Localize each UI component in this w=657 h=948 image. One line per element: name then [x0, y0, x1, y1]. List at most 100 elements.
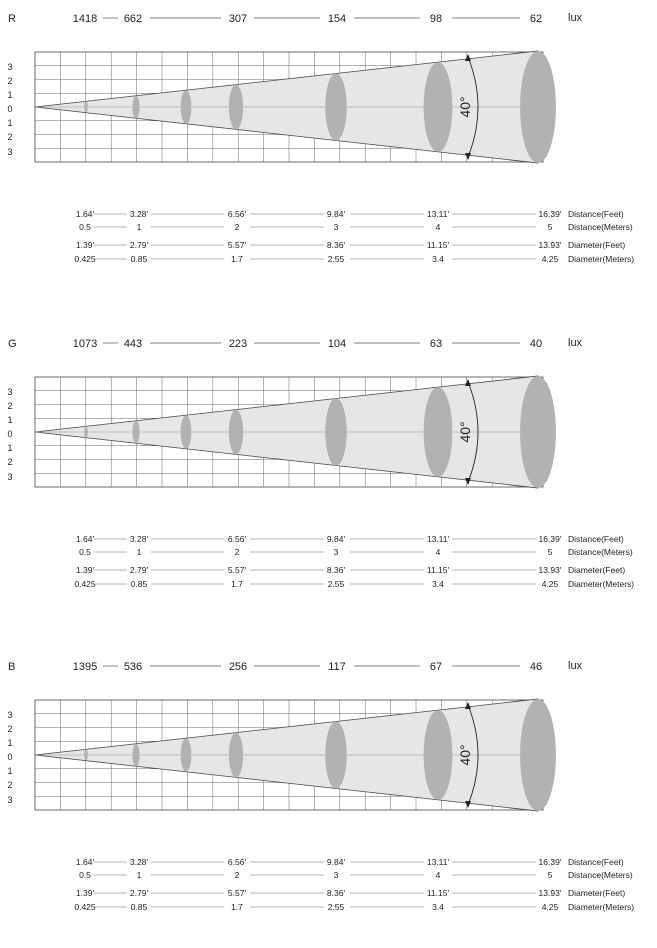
- diameter-feet-value: 13.93': [539, 888, 562, 898]
- y-axis-label: 0: [7, 104, 12, 114]
- distance-meters-value: 0.5: [79, 547, 91, 557]
- diameter-meters-value: 2.55: [328, 254, 345, 264]
- angle-arrow-top: [465, 702, 471, 709]
- color-channel-label: G: [8, 338, 17, 350]
- lux-unit-label: lux: [568, 337, 583, 349]
- beam-diagram-svg: G 1073 443 223 104 63 40 lux 40° 3 2 1 0 1 2 3 1.64' 3.28…: [7, 337, 634, 589]
- diameter-feet-value: 11.15': [427, 240, 450, 250]
- y-axis-label: 3: [7, 710, 12, 720]
- lux-value: 117: [328, 661, 346, 673]
- beam-angle-label: 40°: [457, 421, 473, 442]
- diameter-meters-value: 0.85: [131, 254, 148, 264]
- y-axis-label: 0: [7, 429, 12, 439]
- y-axis-label: 2: [7, 780, 12, 790]
- distance-meters-value: 0.5: [79, 222, 91, 232]
- y-axis-label: 2: [7, 401, 12, 411]
- diameter-meters-value: 1.7: [231, 902, 243, 912]
- diameter-meters-value: 2.55: [328, 902, 345, 912]
- lux-value: 98: [430, 13, 442, 25]
- diameter-feet-value: 1.39': [76, 888, 95, 898]
- lux-value: 63: [430, 338, 442, 350]
- diameter-meters-row-label: Diameter(Meters): [568, 902, 634, 912]
- diameter-meters-value: 0.425: [74, 579, 96, 589]
- diameter-feet-value: 13.93': [539, 565, 562, 575]
- lux-value: 662: [124, 13, 142, 25]
- distance-meters-value: 5: [548, 547, 553, 557]
- y-axis-label: 1: [7, 738, 12, 748]
- diameter-feet-value: 11.15': [427, 888, 450, 898]
- angle-arrow-top: [465, 54, 471, 61]
- beam-panel-g: G 1073 443 223 104 63 40 lux 40° 3 2 1 0 1 2 3 1.64' 3.28…: [0, 325, 657, 625]
- distance-feet-value: 16.39': [539, 209, 562, 219]
- distance-feet-value: 6.56': [228, 534, 247, 544]
- diameter-feet-value: 2.79': [130, 240, 149, 250]
- distance-feet-row-label: Distance(Feet): [568, 534, 624, 544]
- beam-section-ellipse: [132, 95, 140, 119]
- diameter-meters-value: 2.55: [328, 579, 345, 589]
- distance-meters-value: 1: [137, 547, 142, 557]
- lux-value: 46: [530, 661, 542, 673]
- distance-feet-value: 6.56': [228, 209, 247, 219]
- diameter-feet-value: 2.79': [130, 888, 149, 898]
- distance-meters-value: 0.5: [79, 870, 91, 880]
- diameter-feet-value: 1.39': [76, 240, 95, 250]
- lux-value: 443: [124, 338, 142, 350]
- beam-section-ellipse: [84, 749, 88, 761]
- lux-value: 307: [229, 13, 247, 25]
- beam-section-ellipse: [325, 73, 347, 141]
- distance-meters-value: 4: [436, 547, 441, 557]
- beam-diagram-svg: B 1395 536 256 117 67 46 lux 40° 3 2 1 0 1 2 3 1.64' 3.28…: [7, 660, 634, 912]
- beam-panel-b: B 1395 536 256 117 67 46 lux 40° 3 2 1 0 1 2 3 1.64' 3.28…: [0, 648, 657, 948]
- diameter-meters-value: 4.25: [542, 902, 559, 912]
- beam-section-ellipse: [84, 101, 88, 113]
- distance-meters-value: 2: [235, 222, 240, 232]
- y-axis-label: 3: [7, 472, 12, 482]
- beam-section-ellipse: [520, 51, 556, 163]
- beam-angle-arc: [467, 704, 479, 806]
- diameter-feet-row-label: Diameter(Feet): [568, 240, 625, 250]
- lux-value: 1395: [73, 661, 97, 673]
- beam-section-ellipse: [180, 90, 192, 124]
- lux-value: 223: [229, 338, 247, 350]
- distance-meters-value: 3: [334, 547, 339, 557]
- lux-unit-label: lux: [568, 12, 583, 24]
- diameter-meters-value: 1.7: [231, 254, 243, 264]
- color-channel-label: B: [8, 661, 15, 673]
- y-axis-label: 2: [7, 132, 12, 142]
- angle-arrow-bottom: [465, 153, 471, 160]
- y-axis-label: 0: [7, 752, 12, 762]
- diameter-meters-value: 0.85: [131, 579, 148, 589]
- diameter-feet-row-label: Diameter(Feet): [568, 888, 625, 898]
- beam-section-ellipse: [180, 415, 192, 449]
- distance-feet-value: 13.11': [427, 209, 450, 219]
- angle-arrow-top: [465, 379, 471, 386]
- distance-feet-value: 9.84': [327, 534, 346, 544]
- diameter-feet-value: 8.36': [327, 888, 346, 898]
- distance-feet-value: 9.84': [327, 857, 346, 867]
- lux-value: 154: [328, 13, 346, 25]
- diameter-meters-row-label: Diameter(Meters): [568, 254, 634, 264]
- distance-meters-value: 4: [436, 222, 441, 232]
- distance-feet-value: 13.11': [427, 857, 450, 867]
- color-channel-label: R: [8, 13, 16, 25]
- diameter-meters-value: 3.4: [432, 579, 444, 589]
- beam-section-ellipse: [228, 84, 244, 130]
- distance-meters-row-label: Distance(Meters): [568, 547, 633, 557]
- diameter-feet-value: 2.79': [130, 565, 149, 575]
- y-axis-label: 2: [7, 457, 12, 467]
- diameter-feet-value: 5.57': [228, 240, 247, 250]
- distance-feet-value: 9.84': [327, 209, 346, 219]
- distance-feet-value: 3.28': [130, 857, 149, 867]
- y-axis-label: 3: [7, 795, 12, 805]
- distance-meters-value: 5: [548, 870, 553, 880]
- y-axis-label: 2: [7, 724, 12, 734]
- beam-section-ellipse: [423, 710, 453, 800]
- beam-angle-arc: [467, 381, 479, 483]
- beam-section-ellipse: [325, 721, 347, 789]
- lux-value: 67: [430, 661, 442, 673]
- distance-meters-row-label: Distance(Meters): [568, 870, 633, 880]
- distance-feet-value: 3.28': [130, 534, 149, 544]
- diameter-feet-value: 5.57': [228, 888, 247, 898]
- distance-meters-value: 2: [235, 870, 240, 880]
